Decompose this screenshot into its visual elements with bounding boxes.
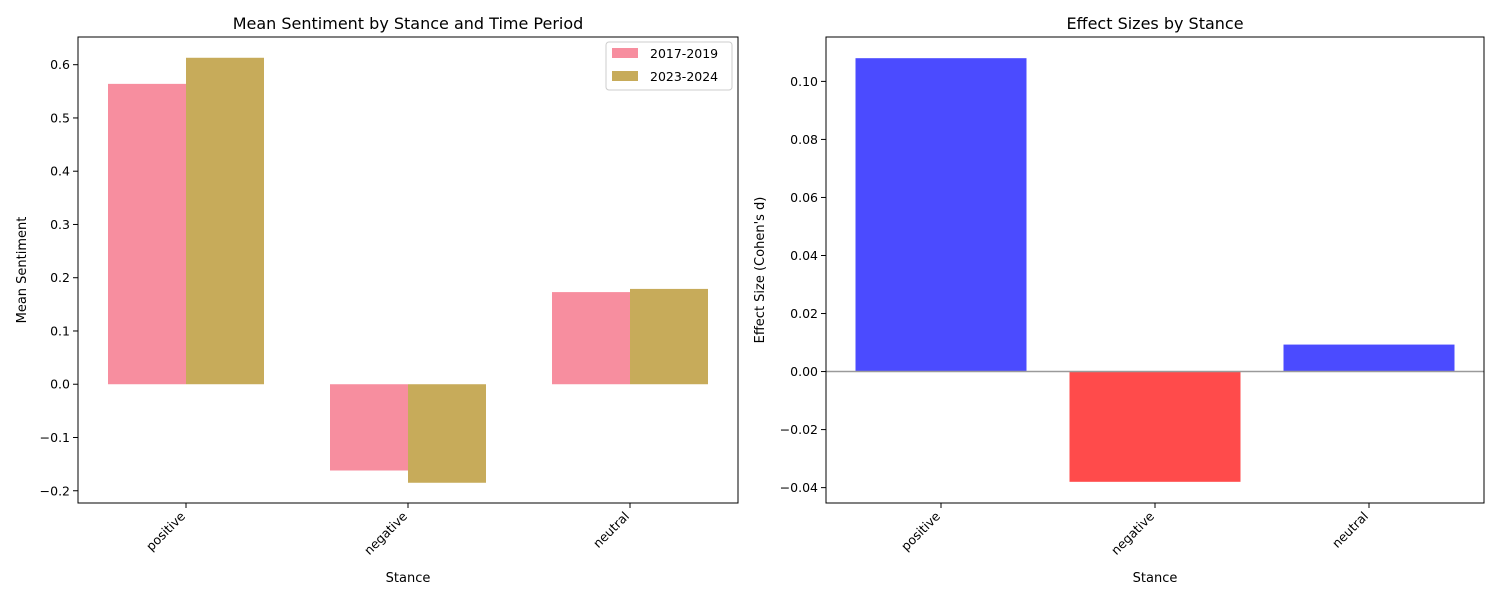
- y-tick-label: 0.04: [790, 248, 818, 263]
- legend-swatch-2017-2019: [612, 48, 638, 58]
- legend-swatch-2023-2024: [612, 71, 638, 81]
- y-tick-label: 0.06: [790, 190, 818, 205]
- x-tick-label-positive: positive: [898, 508, 943, 553]
- legend-label-2023-2024: 2023-2024: [650, 69, 718, 84]
- y-tick-label: −0.1: [40, 430, 70, 445]
- effect-y-axis-label: Effect Size (Cohen's d): [753, 197, 768, 344]
- y-tick-label: 0.0: [50, 377, 70, 392]
- y-tick-label: 0.5: [50, 110, 70, 125]
- bar-effect-positive: [855, 58, 1027, 372]
- bar-effect-negative: [1069, 371, 1241, 482]
- y-tick-label: −0.2: [40, 483, 70, 498]
- sentiment-x-axis-label: Stance: [386, 571, 431, 586]
- effect-size-chart: Effect Sizes by Stance −0.04 −0.02 0.00 0.0…: [753, 14, 1485, 586]
- sentiment-bars: [108, 57, 708, 483]
- y-tick-label: −0.04: [780, 480, 818, 495]
- effect-bars: [855, 58, 1455, 482]
- effect-plot-frame: [825, 36, 1485, 504]
- sentiment-x-ticks: positive negative neutral: [143, 503, 632, 558]
- effect-x-axis-label: Stance: [1133, 571, 1178, 586]
- x-tick-label-neutral: neutral: [1329, 509, 1371, 551]
- sentiment-y-axis-label: Mean Sentiment: [15, 217, 30, 324]
- bar-2017-2019-negative: [330, 384, 408, 471]
- sentiment-chart-title: Mean Sentiment by Stance and Time Period: [233, 14, 584, 33]
- x-tick-label-neutral: neutral: [590, 509, 632, 551]
- y-tick-label: 0.00: [790, 364, 818, 379]
- y-tick-label: 0.10: [790, 74, 818, 89]
- sentiment-y-ticks: −0.2 −0.1 0.0 0.1 0.2 0.3 0.4 0.5 0.6: [40, 57, 78, 498]
- sentiment-legend: 2017-2019 2023-2024: [605, 41, 733, 91]
- y-tick-label: −0.02: [780, 422, 818, 437]
- y-tick-label: 0.08: [790, 132, 818, 147]
- legend-label-2017-2019: 2017-2019: [650, 46, 718, 61]
- bar-2023-2024-neutral: [630, 288, 708, 385]
- y-tick-label: 0.4: [50, 164, 70, 179]
- bar-2023-2024-positive: [186, 57, 264, 385]
- y-tick-label: 0.1: [50, 323, 70, 338]
- bar-2017-2019-neutral: [552, 292, 630, 385]
- x-tick-label-negative: negative: [1108, 508, 1157, 557]
- x-tick-label-positive: positive: [143, 508, 188, 553]
- y-tick-label: 0.3: [50, 217, 70, 232]
- y-tick-label: 0.2: [50, 270, 70, 285]
- x-tick-label-negative: negative: [361, 508, 410, 557]
- effect-size-chart-title: Effect Sizes by Stance: [1066, 14, 1243, 33]
- bar-2023-2024-negative: [408, 384, 486, 483]
- bar-effect-neutral: [1283, 344, 1455, 372]
- effect-y-ticks: −0.04 −0.02 0.00 0.02 0.04 0.06 0.08 0.10: [780, 74, 826, 495]
- y-tick-label: 0.6: [50, 57, 70, 72]
- effect-x-ticks: positive negative neutral: [898, 503, 1371, 558]
- sentiment-chart: Mean Sentiment by Stance and Time Period…: [15, 14, 739, 586]
- sentiment-plot-frame: [77, 36, 739, 504]
- y-tick-label: 0.02: [790, 306, 818, 321]
- bar-2017-2019-positive: [108, 83, 186, 385]
